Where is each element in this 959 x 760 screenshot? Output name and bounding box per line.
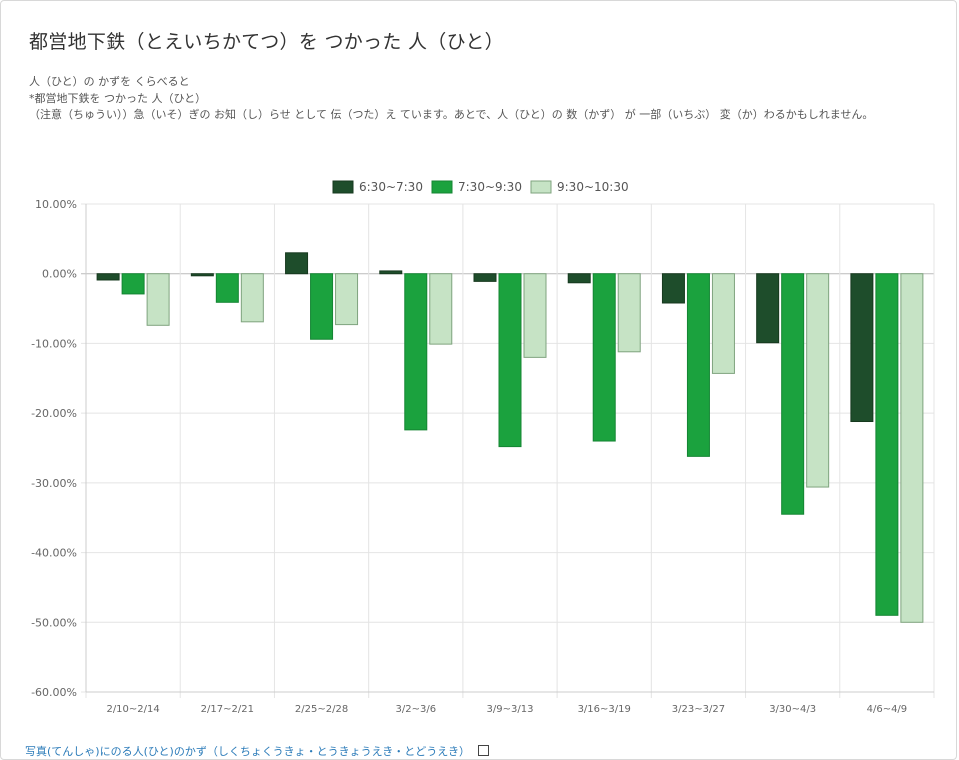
y-tick-label: -10.00% <box>31 337 77 350</box>
bar-3-5[interactable] <box>523 273 547 358</box>
x-tick-label: 3/30~4/3 <box>769 704 816 715</box>
legend-label-3[interactable]: 9:30~10:30 <box>557 180 629 194</box>
bar-2-2[interactable] <box>215 273 239 303</box>
bar-1-9[interactable] <box>850 273 874 423</box>
bar-2-8[interactable] <box>781 273 805 515</box>
bar-3-7[interactable] <box>711 273 735 374</box>
bar-chart: 10.00% 0.00% -10.00% -20.00% -30.00% -40.00% -… <box>31 180 935 715</box>
x-tick-label: 3/16~3/19 <box>578 704 631 715</box>
bar-2-5[interactable] <box>498 273 522 448</box>
x-tick-label: 3/9~3/13 <box>487 704 534 715</box>
description-line-1: 人（ひと）の かずを くらべると <box>29 75 190 88</box>
bar-2-6[interactable] <box>592 273 616 442</box>
y-tick-label: -40.00% <box>31 547 77 560</box>
bar-1-2[interactable] <box>190 273 214 277</box>
y-tick-label: -20.00% <box>31 407 77 420</box>
x-axis-ticks: 2/10~2/14 2/17~2/21 2/25~2/28 3/2~3/6 3/9~3/… <box>106 704 907 715</box>
x-tick-label: 3/2~3/6 <box>395 704 436 715</box>
description: 人（ひと）の かずを くらべると *都営地下鉄を つかった 人（ひと） （注意（… <box>29 74 934 124</box>
legend-swatch-2[interactable] <box>431 180 453 194</box>
bar-3-1[interactable] <box>146 273 170 326</box>
description-line-3: （注意（ちゅうい））急（いそ）ぎの お知（し）らせ として 伝（つた）え ていま… <box>29 108 874 121</box>
bar-3-9[interactable] <box>900 273 924 623</box>
x-tick-label: 4/6~4/9 <box>867 704 908 715</box>
x-tick-label: 2/10~2/14 <box>106 704 159 715</box>
bar-2-4[interactable] <box>404 273 428 431</box>
bar-1-3[interactable] <box>285 252 309 275</box>
bar-1-8[interactable] <box>756 273 780 344</box>
external-link-icon <box>477 745 489 756</box>
page-title: 都営地下鉄（とえいちかてつ）を つかった 人（ひと） <box>29 31 504 53</box>
legend: 6:30~7:30 7:30~9:30 9:30~10:30 <box>332 180 629 194</box>
y-tick-label: -50.00% <box>31 616 77 629</box>
bar-3-4[interactable] <box>429 273 453 345</box>
bar-2-7[interactable] <box>686 273 710 457</box>
bar-2-1[interactable] <box>121 273 145 295</box>
x-tick-label: 3/23~3/27 <box>672 704 725 715</box>
bar-3-8[interactable] <box>806 273 830 488</box>
y-tick-label: -30.00% <box>31 477 77 490</box>
y-tick-label: 0.00% <box>42 268 77 281</box>
x-tick-label: 2/25~2/28 <box>295 704 348 715</box>
bar-1-6[interactable] <box>567 273 591 284</box>
bar-1-1[interactable] <box>96 273 120 281</box>
y-tick-label: 10.00% <box>35 198 77 211</box>
bar-1-4[interactable] <box>379 270 403 275</box>
source-link[interactable]: 写真(てんしゃ)にのる人(ひと)のかず（しくちょくうきょ・とうきょうえき・とどう… <box>25 743 489 759</box>
legend-label-2[interactable]: 7:30~9:30 <box>458 180 522 194</box>
x-tick-label: 2/17~2/21 <box>201 704 254 715</box>
description-line-2: *都営地下鉄を つかった 人（ひと） <box>29 91 207 105</box>
bar-1-5[interactable] <box>473 273 497 282</box>
bar-2-3[interactable] <box>310 273 334 340</box>
bar-3-2[interactable] <box>240 273 264 323</box>
legend-swatch-3[interactable] <box>530 180 552 194</box>
bar-3-3[interactable] <box>335 273 359 326</box>
bar-1-7[interactable] <box>661 273 685 304</box>
legend-swatch-1[interactable] <box>332 180 354 194</box>
bar-3-6[interactable] <box>617 273 641 353</box>
legend-label-1[interactable]: 6:30~7:30 <box>359 180 423 194</box>
bars <box>96 252 924 623</box>
y-tick-label: -60.00% <box>31 686 77 699</box>
bar-2-9[interactable] <box>875 273 899 616</box>
y-axis-ticks: 10.00% 0.00% -10.00% -20.00% -30.00% -40.00% -… <box>31 198 77 699</box>
source-link-text[interactable]: 写真(てんしゃ)にのる人(ひと)のかず（しくちょくうきょ・とうきょうえき・とどう… <box>25 745 470 758</box>
